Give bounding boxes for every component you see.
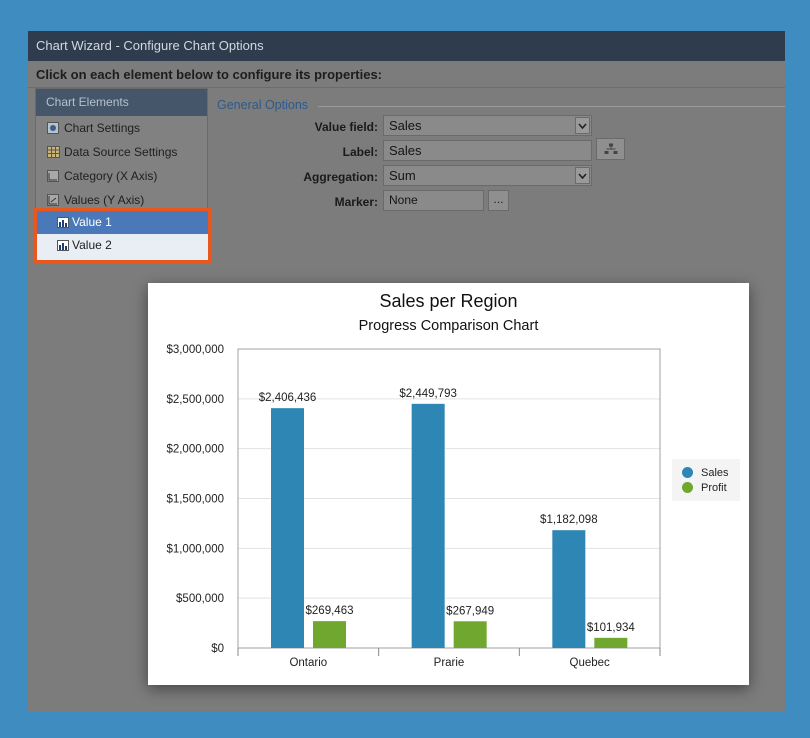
legend-item-sales: Sales (672, 465, 740, 480)
label-field-value: Sales (389, 143, 422, 158)
label-field-input[interactable]: Sales (383, 140, 592, 161)
y-tick-label: $0 (211, 643, 224, 655)
x-tick-label: Quebec (570, 657, 611, 669)
y-tick-label: $1,500,000 (166, 494, 224, 506)
y-tick-label: $500,000 (176, 593, 224, 605)
x-tick-label: Ontario (289, 657, 327, 669)
values-highlight: Value 1 Value 2 (34, 208, 211, 263)
sidebar-item-category-x-axis[interactable]: Category (X Axis) (36, 164, 207, 188)
legend-label: Profit (701, 481, 727, 494)
y-tick-label: $1,000,000 (166, 543, 224, 555)
y-axis-icon (46, 194, 60, 206)
legend-item-profit: Profit (672, 480, 740, 495)
chart-preview: Sales per Region Progress Comparison Cha… (148, 283, 749, 685)
legend-swatch-sales (682, 467, 693, 478)
instructions-text: Click on each element below to configure… (28, 61, 785, 88)
general-options-title: General Options (217, 98, 309, 112)
aggregation-value: Sum (389, 168, 416, 183)
bar-profit (453, 621, 487, 648)
chart-legend: Sales Profit (672, 459, 740, 501)
data-label: $2,449,793 (399, 388, 457, 400)
marker-value: None (389, 193, 418, 207)
chart-title: Sales per Region (379, 291, 518, 311)
marker-browse-button[interactable]: ... (488, 190, 509, 211)
sidebar-item-label: Data Source Settings (64, 145, 178, 159)
marker-input[interactable]: None (383, 190, 484, 211)
chart-subtitle: Progress Comparison Chart (358, 318, 539, 334)
bar-chart-icon (57, 217, 69, 228)
aggregation-select[interactable]: Sum (383, 165, 592, 186)
sidebar-item-values-y-axis[interactable]: Values (Y Axis) (36, 188, 207, 212)
legend-swatch-profit (682, 482, 693, 493)
hierarchy-icon (604, 143, 618, 158)
data-label: $101,934 (587, 622, 636, 634)
data-label: $2,406,436 (259, 392, 317, 404)
y-tick-label: $2,500,000 (166, 394, 224, 406)
sidebar-item-label: Values (Y Axis) (64, 193, 145, 207)
sidebar-item-value-1[interactable]: Value 1 (37, 211, 208, 234)
y-tick-label: $3,000,000 (166, 344, 224, 356)
bar-profit (594, 637, 628, 648)
sidebar-item-chart-settings[interactable]: Chart Settings (36, 116, 207, 140)
chevron-down-icon[interactable] (575, 167, 590, 184)
gear-icon (46, 122, 60, 134)
value-field-select[interactable]: Sales (383, 115, 592, 136)
aggregation-label: Aggregation: (303, 170, 378, 184)
chart-elements-header: Chart Elements (36, 89, 207, 116)
value-field-value: Sales (389, 118, 422, 133)
sidebar-item-label: Chart Settings (64, 121, 141, 135)
bar-sales (411, 403, 445, 648)
legend-label: Sales (701, 466, 729, 479)
bar-profit (313, 621, 346, 648)
label-field-label: Label: (342, 145, 378, 159)
sidebar-item-label: Category (X Axis) (64, 169, 158, 183)
insert-field-button[interactable] (596, 138, 625, 160)
sidebar-item-value-2[interactable]: Value 2 (37, 234, 208, 257)
sidebar-item-label: Value 2 (72, 238, 112, 252)
sidebar-item-data-source-settings[interactable]: Data Source Settings (36, 140, 207, 164)
y-tick-label: $2,000,000 (166, 444, 224, 456)
data-label: $269,463 (306, 605, 354, 617)
dialog-title: Chart Wizard - Configure Chart Options (28, 31, 785, 61)
divider (318, 106, 785, 107)
sidebar-item-label: Value 1 (72, 215, 112, 229)
plot-area (237, 348, 661, 649)
x-axis-icon (46, 170, 60, 182)
data-label: $1,182,098 (540, 514, 598, 526)
table-icon (46, 146, 60, 158)
bar-chart: $0 $500,000 $1,000,000 $1,500,000 $2,000,000… (166, 344, 661, 669)
chevron-down-icon[interactable] (575, 117, 590, 134)
data-label: $267,949 (446, 605, 494, 617)
bar-chart-icon (57, 240, 69, 251)
marker-label: Marker: (334, 195, 378, 209)
value-field-label: Value field: (314, 120, 378, 134)
bar-sales (271, 408, 304, 648)
x-tick-label: Prarie (434, 657, 465, 669)
bar-sales (552, 530, 586, 648)
